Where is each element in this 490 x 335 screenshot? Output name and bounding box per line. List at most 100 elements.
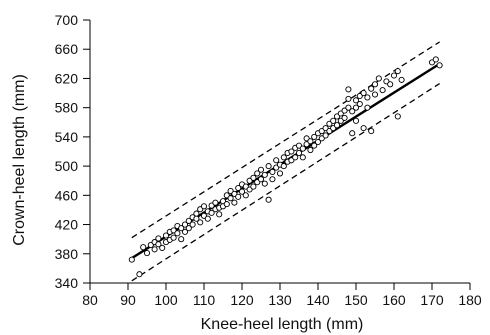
data-point [299,154,306,161]
data-point [368,127,375,135]
data-point [200,203,208,210]
data-point [307,146,314,154]
data-point [216,211,223,218]
plot-area [128,41,443,282]
y-tick-label: 380 [55,246,79,262]
x-tick-label: 140 [306,292,330,308]
data-point [223,201,230,208]
y-tick-label: 420 [55,217,79,233]
prediction-limit-line [131,41,440,239]
data-point [238,188,246,195]
x-tick-label: 160 [382,292,406,308]
data-point [390,72,398,79]
data-point [181,221,189,228]
data-point [235,184,242,192]
x-tick-label: 110 [193,292,216,308]
data-point [257,166,265,173]
data-point [159,244,166,251]
data-point [136,271,143,278]
data-point [299,145,306,152]
data-point [208,209,215,216]
data-point [341,114,348,121]
y-tick-label: 500 [55,158,79,174]
data-point [178,236,185,243]
data-point [269,168,276,176]
data-point [394,68,401,75]
data-point [333,122,341,129]
data-point [242,192,249,199]
data-point [352,117,360,124]
data-point [162,232,170,239]
data-point [379,87,386,94]
data-point [432,56,439,63]
data-point [436,62,443,69]
data-point [307,138,314,145]
data-point [250,183,257,190]
y-axis-title: Crown-heel length (mm) [11,74,28,246]
data-point [212,199,219,206]
x-tick-label: 170 [420,292,444,308]
data-point [345,95,352,102]
data-point [276,170,284,177]
data-point [394,113,401,120]
data-point [250,174,257,181]
data-point [371,91,379,98]
data-point [360,125,367,132]
data-point [345,86,352,93]
data-point [265,196,272,203]
data-point [360,90,367,97]
data-point [128,256,135,263]
data-point [398,76,405,83]
data-point [174,230,181,237]
data-point [349,108,356,115]
data-point [311,142,318,149]
data-point [288,148,295,155]
data-point [193,210,200,217]
data-point [311,133,318,140]
data-point [185,225,192,232]
data-point [204,215,211,222]
y-axis: 340 380 420 460 500 540 580 620 660 700 [55,12,91,291]
data-point [155,241,162,248]
data-point [227,195,234,202]
data-point [265,163,272,170]
y-tick-label: 340 [55,275,79,291]
x-axis: 80 90 100 110 120 130 140 150 160 170 180 [82,282,482,308]
data-point [231,199,238,206]
data-point [235,193,242,200]
data-point [143,249,151,257]
data-point [364,104,371,111]
data-point [170,234,177,241]
data-point [257,176,265,183]
data-point [295,149,303,157]
data-point [189,221,196,228]
data-point [155,235,162,242]
data-point [364,94,371,101]
data-point [269,176,276,183]
data-point [273,157,280,164]
data-point [178,225,185,232]
data-point [261,180,268,187]
data-point [352,104,360,111]
x-tick-label: 100 [154,292,178,308]
y-tick-label: 620 [55,70,79,86]
x-axis-title: Knee-heel length (mm) [201,316,364,333]
data-point [197,219,204,226]
data-point [349,130,356,137]
data-point [261,171,268,178]
data-point [352,97,360,104]
data-point [185,217,192,224]
x-tick-label: 120 [230,292,254,308]
data-point [330,117,337,124]
y-tick-label: 540 [55,129,79,145]
x-tick-label: 90 [120,292,136,308]
y-tick-label: 460 [55,187,79,203]
x-tick-label: 180 [458,292,482,308]
x-tick-label: 130 [268,292,292,308]
x-tick-label: 80 [82,292,98,308]
data-point [368,85,375,92]
data-point [140,244,147,251]
y-tick-label: 660 [55,41,79,57]
data-point [181,228,189,235]
x-tick-label: 150 [344,292,368,308]
